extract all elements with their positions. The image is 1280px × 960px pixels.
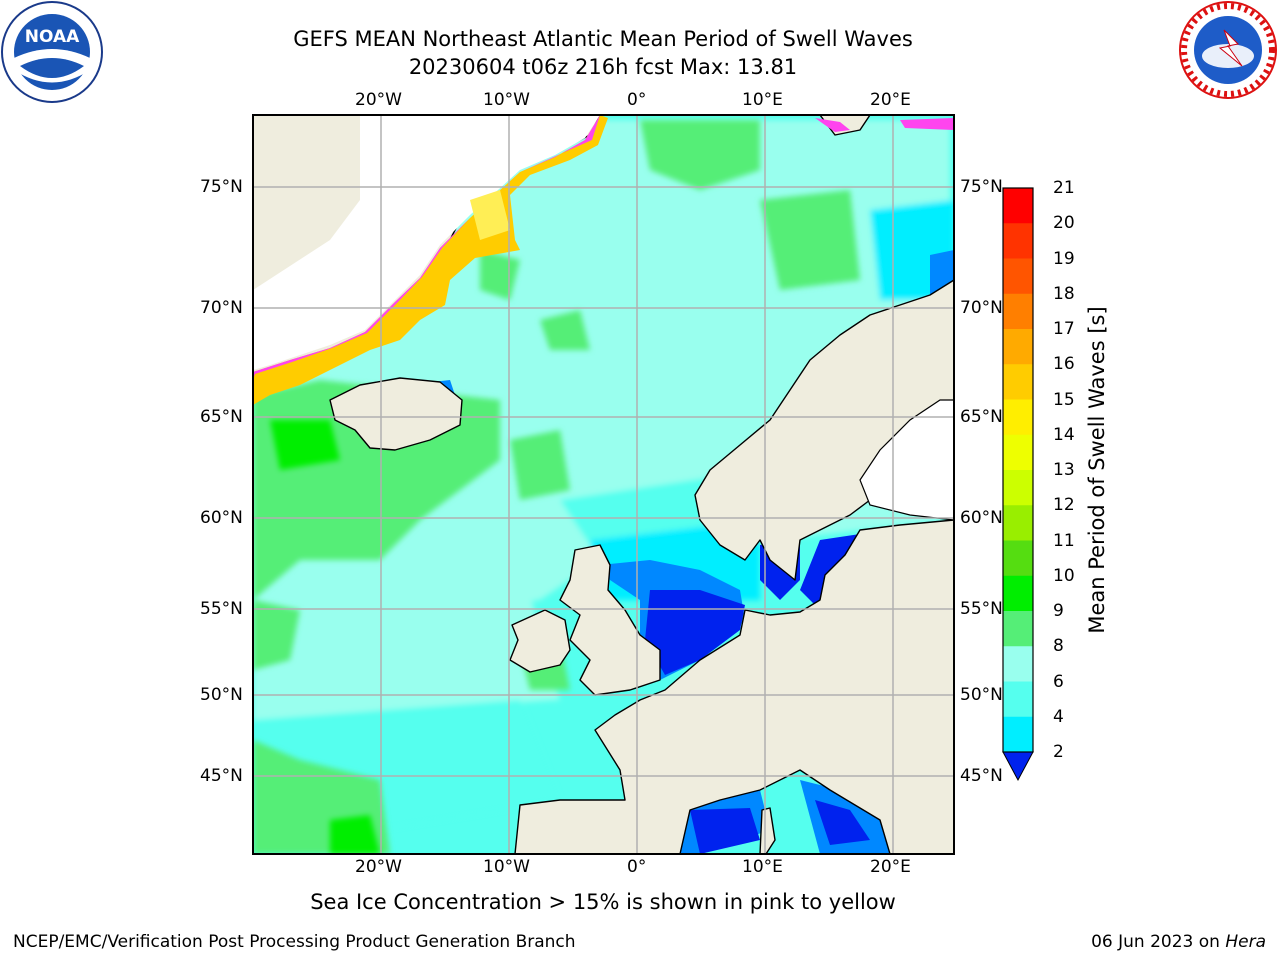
- graticule: [253, 115, 954, 854]
- lon-label-top: 20°W: [355, 90, 402, 110]
- lat-label-left: 75°N: [200, 177, 243, 197]
- colorbar-tick-label: 2: [1053, 742, 1064, 762]
- colorbar-extend-arrow: [1002, 751, 1034, 782]
- colorbar-swatch: [1003, 540, 1033, 577]
- colorbar-tick-label: 18: [1053, 283, 1075, 304]
- colorbar-swatch: [1003, 399, 1033, 436]
- lat-label-left: 50°N: [200, 685, 243, 705]
- lon-label-bottom: 0°: [627, 857, 647, 877]
- map-subtitle: 20230604 t06z 216h fcst Max: 13.81: [408, 55, 798, 79]
- colorbar-swatch: [1003, 258, 1033, 295]
- colorbar-tick-label: 10: [1053, 565, 1075, 586]
- lat-label-right: 65°N: [960, 407, 1003, 427]
- lat-label-right: 60°N: [960, 508, 1003, 528]
- colorbar-tick-label: 9: [1053, 601, 1064, 621]
- colorbar-title: Mean Period of Swell Waves [s]: [1085, 306, 1109, 634]
- great-britain: [559, 544, 661, 696]
- lon-label-bottom: 10°E: [742, 857, 783, 877]
- lat-label-right: 75°N: [960, 177, 1003, 197]
- colorbar-tick-label: 8: [1053, 636, 1064, 657]
- sardinia-corsica: [759, 807, 776, 854]
- sea-ice: [253, 115, 954, 405]
- map-frame: [252, 114, 955, 855]
- colorbar-swatch: [1003, 329, 1033, 365]
- lon-label-top: 10°W: [483, 90, 530, 110]
- colorbar-tick-label: 12: [1053, 495, 1075, 516]
- colorbar-tick-label: 19: [1053, 248, 1075, 269]
- footer-date-text: 06 Jun 2023 on: [1091, 932, 1226, 952]
- lat-label-right: 45°N: [960, 766, 1003, 786]
- lon-label-top: 10°E: [742, 90, 783, 110]
- colorbar: [1002, 187, 1034, 782]
- footer-host: Hera: [1225, 932, 1266, 952]
- gulf-of-bothnia: [859, 399, 954, 521]
- national-weather-service-logo: [1179, 1, 1277, 99]
- svg-text:NOAA: NOAA: [25, 27, 80, 47]
- colorbar-swatch: [1003, 188, 1033, 224]
- colorbar-swatch: [1003, 293, 1033, 330]
- colorbar-tick-label: 20: [1053, 213, 1075, 234]
- noaa-logo: NOAA: [1, 1, 103, 103]
- colorbar-tick-label: 6: [1053, 671, 1064, 692]
- colorbar-swatch: [1003, 434, 1033, 471]
- colorbar-frame: [1002, 187, 1034, 753]
- lon-label-bottom: 20°W: [355, 857, 402, 877]
- colorbar-tick-label: 4: [1053, 706, 1064, 727]
- lon-label-top: 20°E: [870, 90, 911, 110]
- colorbar-tick-label: 13: [1053, 460, 1075, 480]
- lon-label-bottom: 10°W: [483, 857, 530, 877]
- colorbar-swatch: [1003, 681, 1033, 718]
- colorbar-swatch: [1003, 575, 1033, 612]
- lat-label-left: 70°N: [200, 298, 243, 318]
- map-title: GEFS MEAN Northeast Atlantic Mean Period…: [293, 27, 913, 51]
- iceland: [329, 377, 463, 451]
- swell-10-11s-areas: [270, 420, 380, 854]
- colorbar-tick-label: 15: [1053, 389, 1075, 410]
- colorbar-tick-label: 11: [1053, 530, 1075, 551]
- colorbar-tick-label: 14: [1053, 424, 1075, 445]
- ireland: [509, 609, 571, 673]
- map-canvas: [253, 115, 954, 854]
- colorbar-swatch: [1003, 646, 1033, 682]
- lat-label-left: 65°N: [200, 407, 243, 427]
- colorbar-swatch: [1003, 470, 1033, 506]
- lon-label-top: 0°: [627, 90, 647, 110]
- lon-label-bottom: 20°E: [870, 857, 911, 877]
- footer-credit: NCEP/EMC/Verification Post Processing Pr…: [13, 932, 576, 952]
- europe-mainland: [514, 519, 954, 854]
- lat-label-left: 60°N: [200, 508, 243, 528]
- colorbar-swatch: [1003, 223, 1033, 259]
- colorbar-swatch: [1003, 364, 1033, 400]
- sea-ice-note: Sea Ice Concentration > 15% is shown in …: [310, 890, 896, 914]
- colorbar-swatch: [1003, 505, 1033, 541]
- lat-label-left: 55°N: [200, 599, 243, 619]
- lat-label-right: 50°N: [960, 685, 1003, 705]
- lat-label-left: 45°N: [200, 766, 243, 786]
- footer-date: 06 Jun 2023 on Hera: [1091, 932, 1266, 952]
- colorbar-tick-label: 17: [1053, 319, 1075, 339]
- colorbar-tick-label: 21: [1053, 178, 1075, 198]
- colorbar-tick-label: 16: [1053, 354, 1075, 375]
- colorbar-swatch: [1003, 611, 1033, 647]
- colorbar-swatch: [1003, 716, 1033, 753]
- lat-label-right: 70°N: [960, 298, 1003, 318]
- lat-label-right: 55°N: [960, 599, 1003, 619]
